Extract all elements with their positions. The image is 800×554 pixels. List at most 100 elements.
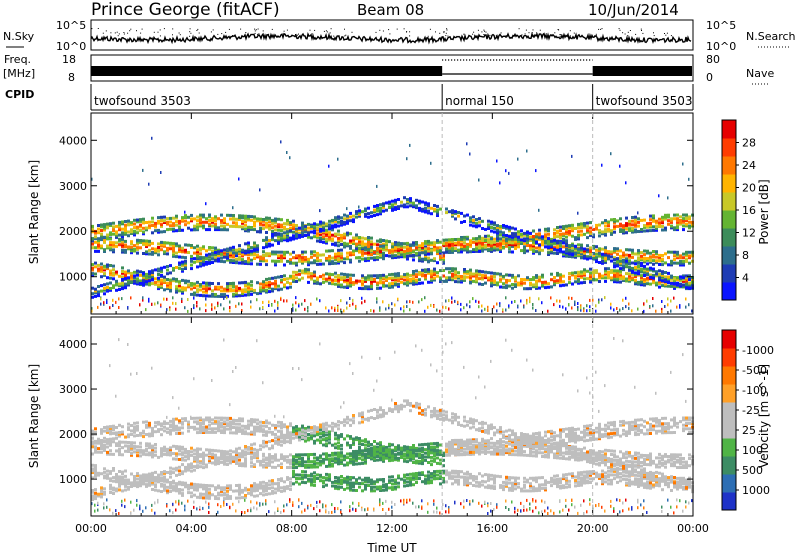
heatmap-cell [352,251,355,255]
heatmap-cell [244,260,247,264]
heatmap-cell [253,220,256,224]
heatmap-cell [613,276,616,280]
heatmap-cell [538,279,541,283]
heatmap-cell [106,286,109,289]
ground-scatter-cell [223,503,225,507]
heatmap-cell [397,283,400,286]
heatmap-cell [139,279,142,283]
heatmap-cell [658,253,661,257]
heatmap-cell [250,249,253,253]
heatmap-cell [97,447,100,451]
heatmap-cell [217,287,220,291]
noise-search-dot [601,28,603,30]
sparse-cell [346,207,348,211]
heatmap-cell [196,483,199,487]
heatmap-cell [214,251,217,254]
heatmap-cell [481,246,484,250]
heatmap-cell [640,277,643,281]
heatmap-cell [169,227,172,231]
heatmap-cell [523,278,526,282]
ground-scatter-cell [166,504,168,508]
heatmap-cell [196,488,199,492]
ground-scatter-cell [595,304,597,308]
heatmap-cell [193,448,196,452]
heatmap-cell [343,278,346,282]
heatmap-cell [517,281,520,285]
heatmap-cell [616,219,619,223]
ground-scatter-cell [343,309,345,313]
heatmap-cell [652,281,655,285]
sparse-cell [235,366,237,369]
heatmap-cell [667,281,670,284]
heatmap-cell [172,249,175,253]
heatmap-cell [181,260,184,264]
heatmap-cell [313,222,316,226]
heatmap-cell [673,277,676,281]
sparse-cell [238,177,240,181]
heatmap-cell [136,425,139,428]
heatmap-cell [97,267,100,271]
heatmap-cell [376,248,379,252]
heatmap-cell [274,250,277,254]
heatmap-cell [166,427,169,431]
heatmap-cell [442,244,445,248]
heatmap-cell [283,222,286,226]
noise-search-dot [172,34,173,36]
heatmap-cell [277,223,280,227]
heatmap-cell [571,246,574,250]
heatmap-cell [631,270,634,274]
heatmap-cell [190,462,193,466]
heatmap-cell [616,280,619,284]
heatmap-cell [349,277,352,281]
noise-search-dot [666,32,668,34]
heatmap-cell [151,428,154,432]
heatmap-cell [307,222,310,226]
ground-scatter-cell [619,308,621,312]
heatmap-cell [178,431,181,435]
heatmap-cell [418,248,421,251]
heatmap-cell [202,261,205,265]
heatmap-cell [400,246,403,250]
heatmap-cell [280,233,283,237]
heatmap-cell [208,255,211,258]
heatmap-cell [397,277,400,281]
heatmap-cell [649,229,652,233]
heatmap-cell [193,416,196,420]
heatmap-cell [316,223,319,227]
heatmap-cell [580,248,583,252]
heatmap-cell [100,488,103,492]
heatmap-cell [349,246,352,250]
ground-scatter-cell [136,503,138,507]
heatmap-cell [469,270,472,274]
heatmap-cell [100,491,103,495]
heatmap-cell [619,267,622,271]
heatmap-cell [433,207,436,211]
ground-scatter-cell [382,300,384,304]
heatmap-cell [586,225,589,229]
heatmap-cell [421,248,424,252]
heatmap-cell [172,227,175,231]
heatmap-cell [472,248,475,252]
heatmap-cell [424,270,427,274]
noise-search-dot [189,31,191,33]
heatmap-cell [544,245,547,249]
heatmap-cell [553,276,556,279]
heatmap-cell [172,421,175,425]
heatmap-cell [493,246,496,250]
noise-search-dot [489,34,491,36]
heatmap-cell [496,233,499,237]
heatmap-cell [169,278,172,282]
heatmap-cell [658,280,661,284]
heatmap-cell [202,453,205,457]
ground-scatter-cell [580,304,582,308]
heatmap-cell [679,282,682,286]
heatmap-cell [217,228,220,232]
heatmap-cell [166,430,169,434]
ground-scatter-cell [112,511,114,515]
heatmap-cell [379,253,382,257]
heatmap-cell [628,229,631,232]
heatmap-cell [289,252,292,256]
heatmap-cell [178,255,181,259]
heatmap-cell [562,252,565,256]
